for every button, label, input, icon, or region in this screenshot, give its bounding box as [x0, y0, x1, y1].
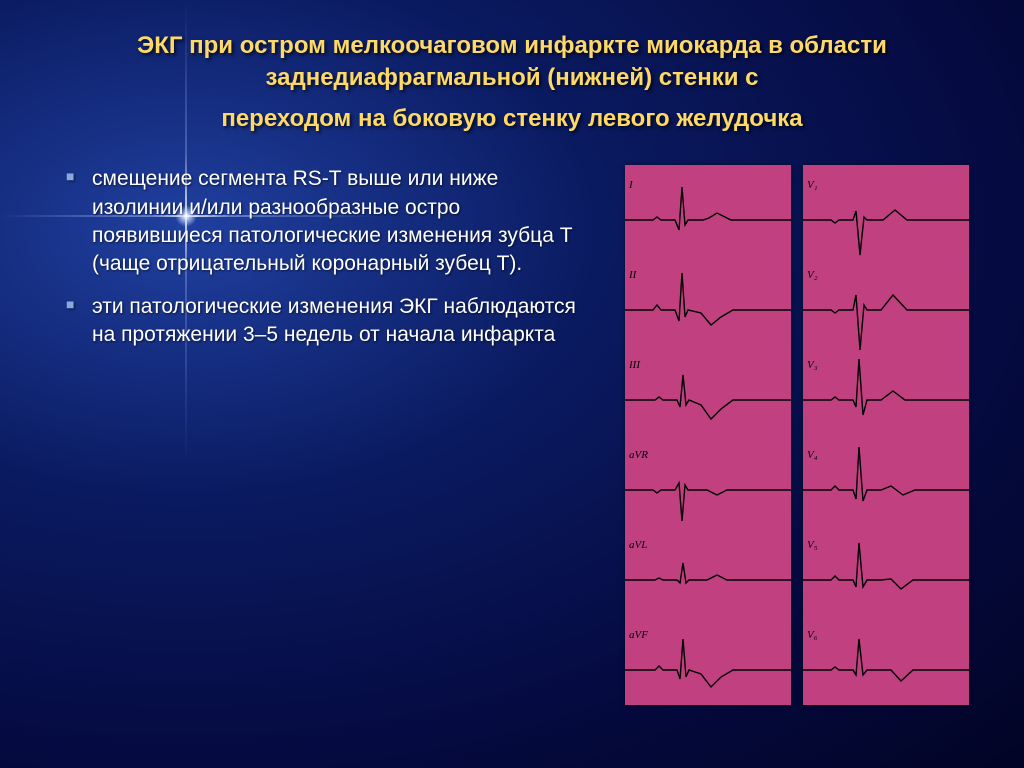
ecg-trace [803, 175, 969, 265]
ecg-trace [803, 445, 969, 535]
title-line-1: ЭКГ при остром мелкоочаговом инфаркте ми… [137, 32, 887, 91]
slide-title: ЭКГ при остром мелкоочаговом инфаркте ми… [40, 30, 984, 135]
bullet-item: смещение сегмента RS-T выше или ниже изо… [60, 165, 580, 278]
ecg-trace [625, 175, 791, 265]
ecg-trace [803, 535, 969, 625]
ecg-trace [803, 625, 969, 715]
ecg-trace [625, 265, 791, 355]
ecg-trace [803, 265, 969, 355]
ecg-strip-chest-leads: V₁V₂V₃V₄V₅V₆ [803, 165, 969, 705]
title-line-2: переходом на боковую стенку левого желуд… [60, 103, 964, 135]
slide: ЭКГ при остром мелкоочаговом инфаркте ми… [0, 0, 1024, 768]
ecg-trace [625, 625, 791, 715]
ecg-strip-limb-leads: IIIIIIaVRaVLaVF [625, 165, 791, 705]
content-row: смещение сегмента RS-T выше или ниже изо… [40, 165, 984, 705]
ecg-trace [625, 355, 791, 445]
ecg-column: IIIIIIaVRaVLaVF V₁V₂V₃V₄V₅V₆ [610, 165, 984, 705]
ecg-trace [625, 535, 791, 625]
bullet-column: смещение сегмента RS-T выше или ниже изо… [60, 165, 580, 705]
ecg-trace [803, 355, 969, 445]
bullet-item: эти патологические изменения ЭКГ наблюда… [60, 293, 580, 350]
ecg-trace [625, 445, 791, 535]
